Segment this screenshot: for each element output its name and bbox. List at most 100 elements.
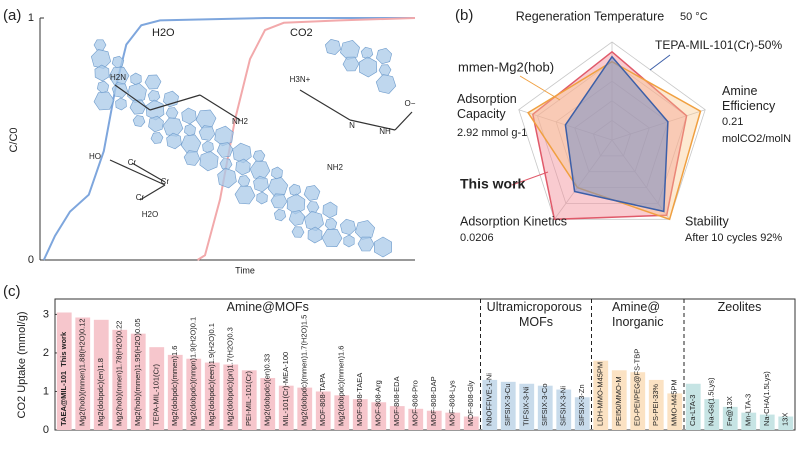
- axis-note: 50 °C: [680, 11, 708, 23]
- group-label: Ultramicroporous MOFs: [487, 300, 586, 329]
- y-axis-label: C/C0: [8, 127, 20, 152]
- framework-unit: [163, 90, 179, 108]
- bond: [131, 162, 166, 183]
- panel-label: (a): [3, 7, 21, 24]
- framework-unit: [378, 64, 392, 76]
- category-label: Mg2(hob)(mmen)1.88(H2O)0.12: [78, 318, 87, 426]
- bar: [167, 354, 183, 430]
- bar: [593, 360, 609, 430]
- framework-unit: [147, 89, 161, 103]
- structure-label: H3N+: [290, 75, 311, 84]
- framework-unit: [339, 218, 357, 236]
- framework-unit: [270, 193, 288, 209]
- structure-label: Cr: [136, 193, 145, 202]
- framework-unit: [132, 115, 146, 127]
- category-label: MOF-808-EDA: [392, 376, 401, 426]
- framework-unit: [360, 46, 374, 60]
- framework-unit: [96, 80, 110, 94]
- bond: [299, 89, 351, 121]
- framework-unit: [303, 185, 321, 201]
- category-label: MOF-808-TAPA: [318, 373, 327, 426]
- bar: [334, 395, 350, 430]
- structure-label: NH2: [232, 117, 249, 126]
- framework-unit: [342, 56, 360, 72]
- y-tick-label: 1: [28, 12, 34, 24]
- category-label: Mg2(hob)(nmen)1.78(H2O)0.22: [115, 321, 124, 426]
- framework-unit: [129, 99, 147, 115]
- category-label: Na-Gs(1.5Lys): [707, 377, 716, 426]
- structure-label: Cr: [128, 158, 137, 167]
- framework-unit: [198, 125, 216, 141]
- framework-unit: [340, 39, 360, 61]
- framework-unit: [219, 158, 233, 170]
- group-label: Amine@MOFs: [227, 300, 309, 314]
- category-label: Mg2(dobpdc)(en)0.33: [263, 354, 272, 426]
- bar: [704, 399, 720, 430]
- bar: [149, 347, 165, 430]
- framework-unit: [354, 220, 376, 240]
- category-label: Mg2(dobpdc)(mmen)1.7(H2O)1.5: [300, 315, 309, 426]
- bar: [778, 416, 794, 430]
- series-label: CO2: [290, 27, 313, 39]
- category-label: Mg2(dobpdc)(mmen)1.6: [337, 346, 346, 426]
- structure-illustration: H2N NH2 H3N+ NH O− N NH2 HO Cr Cr Cr H2O: [89, 38, 416, 258]
- structure-label: H2N: [110, 73, 126, 82]
- framework-unit: [324, 38, 342, 56]
- structure-label: NH: [379, 127, 391, 136]
- category-label: Fe@13X: [725, 396, 734, 426]
- category-label: PS-PEI-33%: [651, 384, 660, 426]
- category-label: NbOFFIVE-1-Ni: [485, 373, 494, 426]
- bar: [315, 391, 331, 430]
- framework-unit: [375, 47, 393, 65]
- bond: [394, 111, 413, 131]
- category-label: Mg2(dobpdc)(nmpn)1.9(H2O)0.1: [189, 317, 198, 426]
- y-tick-label: 2: [43, 347, 49, 359]
- category-label: SIFSIX-3-Ni: [559, 386, 568, 426]
- axis-label: Stability: [685, 214, 730, 228]
- category-label: Mg2(dobpdc)(pn)1.7(H2O)0.3: [226, 327, 235, 426]
- category-label: MOF-808-Gly: [466, 380, 475, 426]
- text-line: Amine@MOFs: [227, 300, 309, 314]
- bar: [371, 402, 387, 430]
- framework-unit: [130, 72, 142, 86]
- category-label: Na-CHA(1.5Lys): [762, 371, 771, 426]
- category-label: MOF-808-Pro: [411, 380, 420, 426]
- framework-unit: [288, 210, 306, 226]
- category-label: Mg2(hob)(mmen)1.95(H2O)0.05: [133, 318, 142, 426]
- series-label: mmen-Mg2(hob): [458, 59, 554, 74]
- framework-unit: [217, 167, 237, 189]
- bar: [56, 312, 72, 430]
- structure-label: Cr: [161, 177, 170, 186]
- bond: [199, 94, 241, 121]
- text-line: Zeolites: [718, 300, 762, 314]
- category-label: SIFSIX-3-Zn: [577, 384, 586, 426]
- bar: [519, 383, 535, 430]
- y-tick-label: 1: [43, 385, 49, 397]
- bar: [278, 385, 294, 430]
- framework-unit: [115, 97, 127, 111]
- text-line: Inorganic: [612, 315, 663, 329]
- grid-ring: [518, 41, 706, 220]
- category-label: Mn-LTA-3: [744, 394, 753, 426]
- framework-unit: [271, 166, 283, 180]
- axis-note: molCO2/molN: [722, 133, 791, 145]
- structure-label: N: [349, 121, 355, 130]
- framework-unit: [235, 158, 251, 176]
- framework-unit: [291, 226, 305, 238]
- category-label: Mg2(dobpdc)(mmen)1.6: [170, 346, 179, 426]
- y-axis-label: CO2 Uptake (mmol/g): [16, 312, 28, 419]
- framework-unit: [232, 142, 252, 164]
- bar: [445, 412, 461, 430]
- axis-label: Amine Efficiency: [722, 84, 776, 113]
- category-label: MIL-101(Cr)-MEA-100: [281, 352, 290, 426]
- bar: [722, 406, 738, 430]
- framework-unit: [267, 177, 289, 197]
- series-label: TEPA-MIL-101(Cr)-50%: [655, 38, 782, 52]
- bond: [109, 159, 166, 186]
- framework-unit: [253, 175, 269, 193]
- bar: [352, 399, 368, 430]
- category-label: PEI50/MMO-M: [614, 376, 623, 426]
- text-line: Capacity: [457, 107, 506, 121]
